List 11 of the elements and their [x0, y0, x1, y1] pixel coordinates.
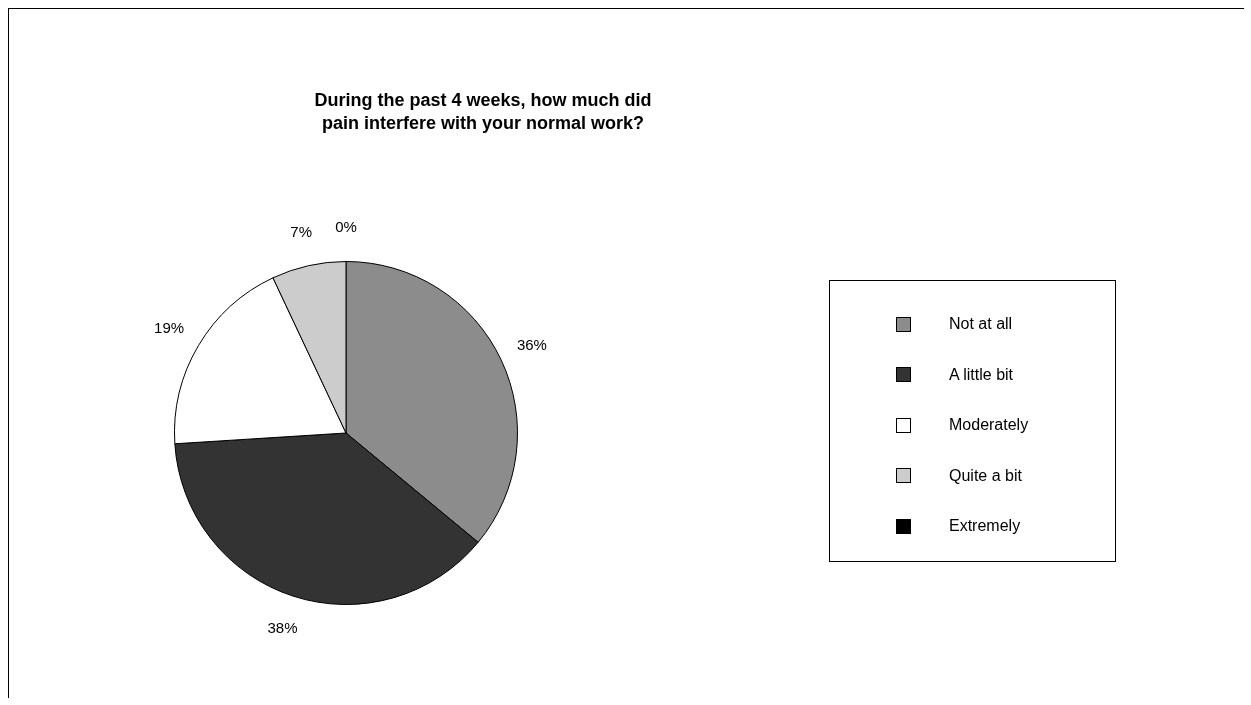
data-label: 19%	[154, 318, 185, 336]
data-label: 38%	[267, 618, 298, 636]
data-label: 36%	[516, 335, 547, 353]
legend-label: Quite a bit	[949, 466, 1022, 485]
legend-label: Extremely	[949, 517, 1021, 536]
legend-label: Moderately	[949, 416, 1029, 435]
chart-title: During the past 4 weeks, how much did pain interfere with your normal work?	[313, 89, 653, 135]
legend-label: A little bit	[949, 365, 1014, 384]
data-label: 7%	[290, 222, 313, 240]
legend-label: Not at all	[949, 315, 1013, 334]
text: 0%	[335, 217, 357, 235]
